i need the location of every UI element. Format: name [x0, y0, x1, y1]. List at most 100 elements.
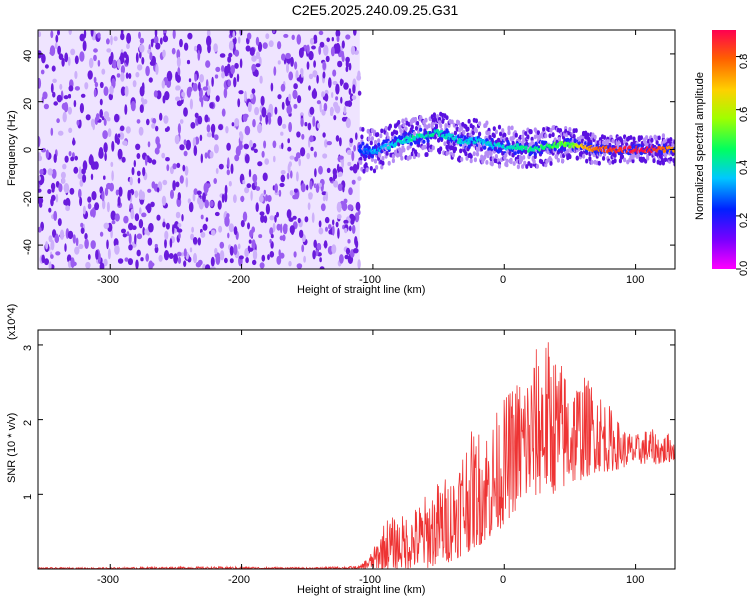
signal-halo	[522, 155, 526, 160]
noise-speckle	[233, 194, 237, 204]
noise-speckle	[229, 245, 234, 256]
noise-speckle	[53, 101, 58, 106]
noise-speckle	[252, 143, 257, 148]
signal-halo	[485, 160, 489, 165]
noise-speckle	[133, 160, 136, 168]
noise-speckle	[194, 112, 199, 119]
noise-speckle	[209, 200, 214, 207]
signal-halo	[512, 161, 516, 166]
noise-speckle	[293, 83, 298, 90]
colorbar-tick-label: 0.0	[738, 260, 750, 276]
noise-speckle	[183, 107, 188, 117]
noise-speckle	[126, 32, 132, 44]
noise-speckle	[155, 64, 159, 75]
noise-speckle	[124, 85, 129, 97]
noise-speckle	[281, 53, 286, 61]
bottom-y-tick-label: 2	[22, 419, 34, 426]
noise-speckle	[74, 70, 78, 80]
signal-halo	[472, 151, 476, 157]
noise-speckle	[228, 223, 234, 233]
noise-speckle	[51, 65, 56, 72]
noise-speckle	[106, 48, 112, 53]
noise-speckle	[318, 30, 324, 36]
noise-speckle	[126, 43, 130, 50]
noise-speckle	[234, 62, 239, 69]
noise-speckle	[248, 239, 252, 244]
noise-speckle	[309, 180, 313, 190]
signal-halo	[505, 162, 509, 168]
noise-speckle	[272, 140, 277, 149]
signal-halo	[359, 160, 363, 165]
noise-speckle	[317, 122, 321, 129]
signal-halo	[485, 120, 489, 126]
signal-core	[387, 146, 392, 150]
noise-speckle	[93, 48, 98, 53]
bottom-x-tick-label: -100	[359, 574, 382, 586]
noise-speckle	[269, 238, 272, 244]
noise-speckle	[73, 166, 79, 174]
noise-speckle	[175, 211, 181, 219]
noise-speckle	[63, 102, 69, 113]
noise-speckle	[103, 111, 110, 120]
signal-halo	[439, 146, 443, 152]
noise-speckle	[245, 45, 251, 52]
noise-speckle	[176, 251, 182, 257]
noise-speckle	[91, 191, 97, 201]
noise-speckle	[156, 142, 161, 149]
noise-speckle	[183, 260, 187, 268]
signal-halo	[478, 121, 482, 127]
signal-halo	[657, 135, 661, 141]
signal-mid	[409, 141, 413, 146]
noise-speckle	[146, 118, 150, 126]
noise-speckle	[277, 115, 283, 126]
noise-speckle	[93, 76, 97, 84]
noise-speckle	[308, 73, 314, 80]
noise-speckle	[84, 82, 89, 90]
noise-speckle	[339, 78, 343, 87]
noise-speckle	[318, 45, 322, 56]
noise-speckle	[103, 86, 109, 97]
noise-speckle	[118, 132, 125, 140]
noise-speckle	[114, 244, 120, 255]
noise-speckle	[288, 260, 292, 267]
noise-speckle	[142, 226, 145, 236]
noise-speckle	[191, 226, 195, 233]
signal-halo	[525, 164, 529, 169]
noise-speckle	[345, 117, 351, 129]
noise-speckle	[299, 229, 304, 239]
signal-halo	[368, 131, 372, 137]
noise-speckle	[217, 200, 222, 210]
colorbar-label: Normalized spectral amplitude	[694, 72, 706, 220]
top-x-tick-label: -100	[359, 274, 382, 286]
signal-halo	[381, 160, 385, 166]
signal-mid	[377, 142, 381, 147]
noise-speckle	[57, 30, 60, 36]
noise-speckle	[340, 96, 343, 104]
noise-speckle	[120, 30, 124, 34]
noise-speckle	[347, 100, 353, 107]
noise-speckle	[119, 125, 125, 132]
signal-halo	[474, 128, 478, 134]
noise-speckle	[179, 144, 185, 151]
signal-halo	[398, 124, 402, 130]
signal-halo	[404, 126, 408, 132]
bottom-x-tick-label: 0	[500, 574, 507, 586]
noise-speckle	[343, 198, 348, 204]
noise-speckle	[218, 163, 224, 170]
signal-halo	[524, 149, 528, 155]
noise-speckle	[274, 214, 277, 223]
noise-speckle	[116, 137, 120, 145]
noise-speckle	[171, 47, 176, 55]
noise-speckle	[323, 240, 328, 249]
noise-speckle	[309, 106, 315, 115]
noise-speckle	[226, 169, 230, 176]
noise-speckle	[126, 231, 130, 237]
noise-speckle	[128, 73, 132, 79]
noise-speckle	[110, 210, 116, 221]
noise-speckle	[156, 214, 161, 221]
noise-speckle	[336, 163, 340, 173]
noise-speckle	[296, 77, 302, 82]
noise-speckle	[206, 35, 212, 47]
signal-halo	[497, 124, 502, 130]
noise-speckle	[124, 257, 129, 262]
